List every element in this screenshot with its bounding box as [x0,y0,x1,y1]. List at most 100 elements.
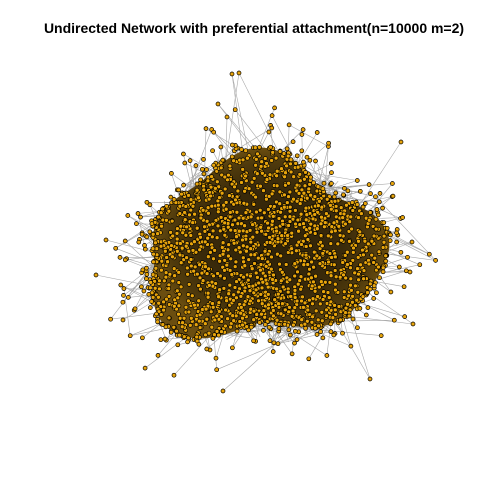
graph-node [341,295,347,300]
graph-node [280,221,286,227]
graph-node [355,289,361,295]
graph-node [295,164,301,170]
graph-node [322,224,327,230]
graph-node [369,252,375,258]
graph-node [375,212,381,218]
graph-node [326,140,331,146]
graph-node [365,305,371,310]
graph-node [150,231,156,237]
graph-node [319,214,324,220]
graph-node [209,324,215,330]
graph-node [307,225,313,231]
graph-node [302,300,308,306]
graph-node [248,273,253,279]
graph-node [190,220,196,225]
graph-node [240,167,246,172]
graph-node [253,270,259,276]
graph-node [186,282,192,287]
graph-node [380,245,386,250]
graph-node [311,264,316,270]
graph-node [264,196,269,202]
graph-node [332,228,338,234]
graph-node [258,292,264,297]
graph-node [333,312,338,317]
graph-edge [115,232,143,249]
graph-node [309,283,315,289]
graph-node [353,283,358,289]
graph-node [181,151,186,157]
graph-node [301,305,306,310]
graph-node [366,217,372,223]
graph-node [140,335,145,341]
graph-node [259,215,264,221]
graph-node [263,232,269,237]
graph-node [322,220,328,225]
graph-node [230,222,235,228]
graph-node [294,182,300,188]
graph-node [333,287,338,293]
graph-node [304,212,310,218]
graph-node [398,249,404,255]
graph-node [357,188,363,194]
graph-node [188,263,194,269]
graph-node [405,254,410,260]
graph-node [240,322,245,328]
graph-node [214,313,220,319]
graph-node [301,159,306,165]
graph-node [349,200,355,205]
graph-node [210,336,216,341]
graph-node [282,214,288,220]
graph-node [206,330,212,336]
graph-node [188,257,194,262]
graph-node [372,255,378,261]
graph-node [254,171,260,177]
graph-node [402,314,408,319]
graph-node [206,283,212,288]
graph-node [291,174,297,180]
graph-node [215,223,221,229]
graph-node [365,241,371,247]
graph-node [227,163,233,169]
graph-node [190,203,196,209]
graph-node [149,299,154,304]
graph-node [274,286,279,292]
graph-node [381,239,387,245]
graph-node [185,271,190,277]
graph-node [337,233,343,238]
graph-node [188,207,194,213]
graph-node [225,316,230,322]
graph-node [297,222,303,227]
graph-node [282,192,287,198]
graph-node [147,229,153,235]
graph-node [264,177,270,182]
graph-node [209,234,215,240]
graph-node [339,237,344,243]
graph-node [289,314,295,319]
node-layer [93,70,438,394]
graph-node [127,333,133,339]
graph-node [328,206,334,212]
graph-node [383,253,389,259]
graph-node [147,202,153,208]
graph-node [287,332,293,338]
graph-node [355,255,361,260]
graph-node [263,264,269,269]
graph-node [274,168,280,174]
graph-node [212,317,218,323]
graph-node [243,173,248,179]
graph-node [299,317,305,323]
graph-node [328,329,334,334]
graph-node [284,163,289,169]
graph-node [417,262,423,268]
graph-node [276,216,282,221]
graph-node [312,212,318,217]
graph-node [246,257,252,262]
graph-node [286,180,291,186]
graph-node [373,194,378,200]
graph-node [231,240,237,246]
graph-node [153,265,159,271]
graph-node [296,228,301,234]
graph-node [222,220,228,226]
graph-node [144,234,150,240]
graph-node [312,288,318,294]
